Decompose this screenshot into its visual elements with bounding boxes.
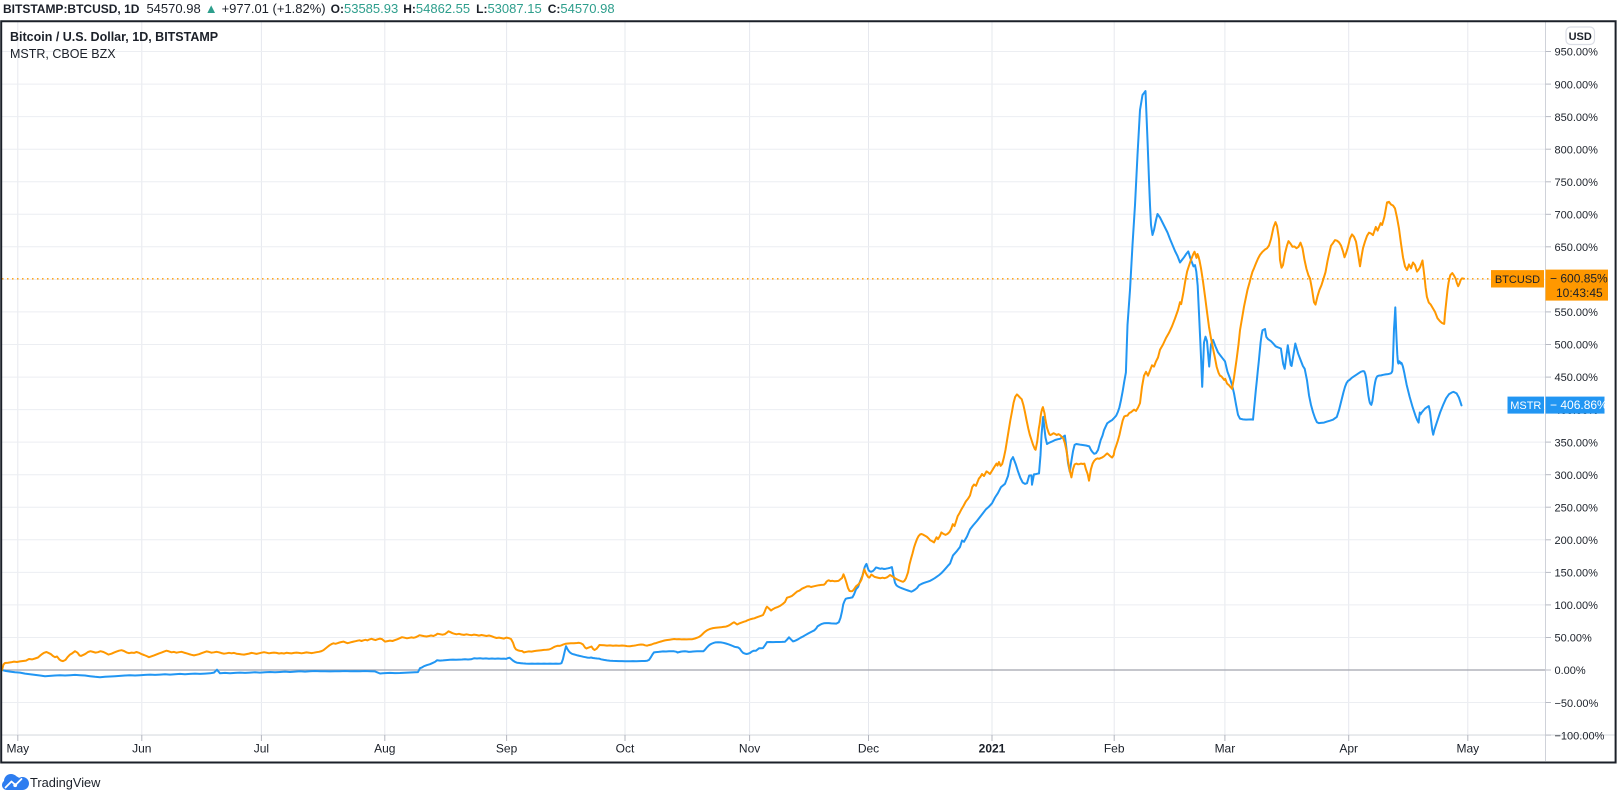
svg-text:−100.00%: −100.00% [1555,730,1605,742]
svg-text:900.00%: 900.00% [1555,79,1599,91]
svg-text:MSTR: MSTR [1510,400,1541,412]
svg-text:USD: USD [1569,31,1592,43]
svg-text:750.00%: 750.00% [1555,177,1599,189]
svg-text:Nov: Nov [739,742,760,756]
svg-text:Sep: Sep [496,742,518,756]
svg-text:May: May [6,742,29,756]
svg-text:50.00%: 50.00% [1555,633,1593,645]
svg-text:Oct: Oct [616,742,635,756]
svg-text:550.00%: 550.00% [1555,307,1599,319]
svg-text:BTCUSD: BTCUSD [1495,274,1540,286]
svg-text:Aug: Aug [374,742,395,756]
svg-text:450.00%: 450.00% [1555,372,1599,384]
svg-text:250.00%: 250.00% [1555,502,1599,514]
svg-text:Feb: Feb [1104,742,1125,756]
svg-text:Dec: Dec [858,742,879,756]
svg-text:700.00%: 700.00% [1555,210,1599,222]
svg-text:500.00%: 500.00% [1555,340,1599,352]
svg-text:Jun: Jun [132,742,151,756]
svg-text:100.00%: 100.00% [1555,600,1599,612]
svg-text:200.00%: 200.00% [1555,535,1599,547]
svg-text:650.00%: 650.00% [1555,242,1599,254]
svg-text:Mar: Mar [1215,742,1236,756]
svg-text:150.00%: 150.00% [1555,568,1599,580]
svg-text:− 600.85%: − 600.85% [1550,272,1608,286]
svg-text:800.00%: 800.00% [1555,144,1599,156]
svg-text:950.00%: 950.00% [1555,47,1599,59]
svg-text:10:43:45: 10:43:45 [1556,286,1603,300]
svg-text:May: May [1456,742,1479,756]
svg-text:300.00%: 300.00% [1555,470,1599,482]
svg-text:Apr: Apr [1339,742,1358,756]
svg-text:Jul: Jul [254,742,269,756]
svg-text:2021: 2021 [979,742,1006,756]
svg-text:0.00%: 0.00% [1555,665,1586,677]
svg-text:−50.00%: −50.00% [1555,698,1599,710]
svg-text:850.00%: 850.00% [1555,112,1599,124]
svg-text:− 406.86%: − 406.86% [1550,398,1608,412]
svg-text:350.00%: 350.00% [1555,437,1599,449]
